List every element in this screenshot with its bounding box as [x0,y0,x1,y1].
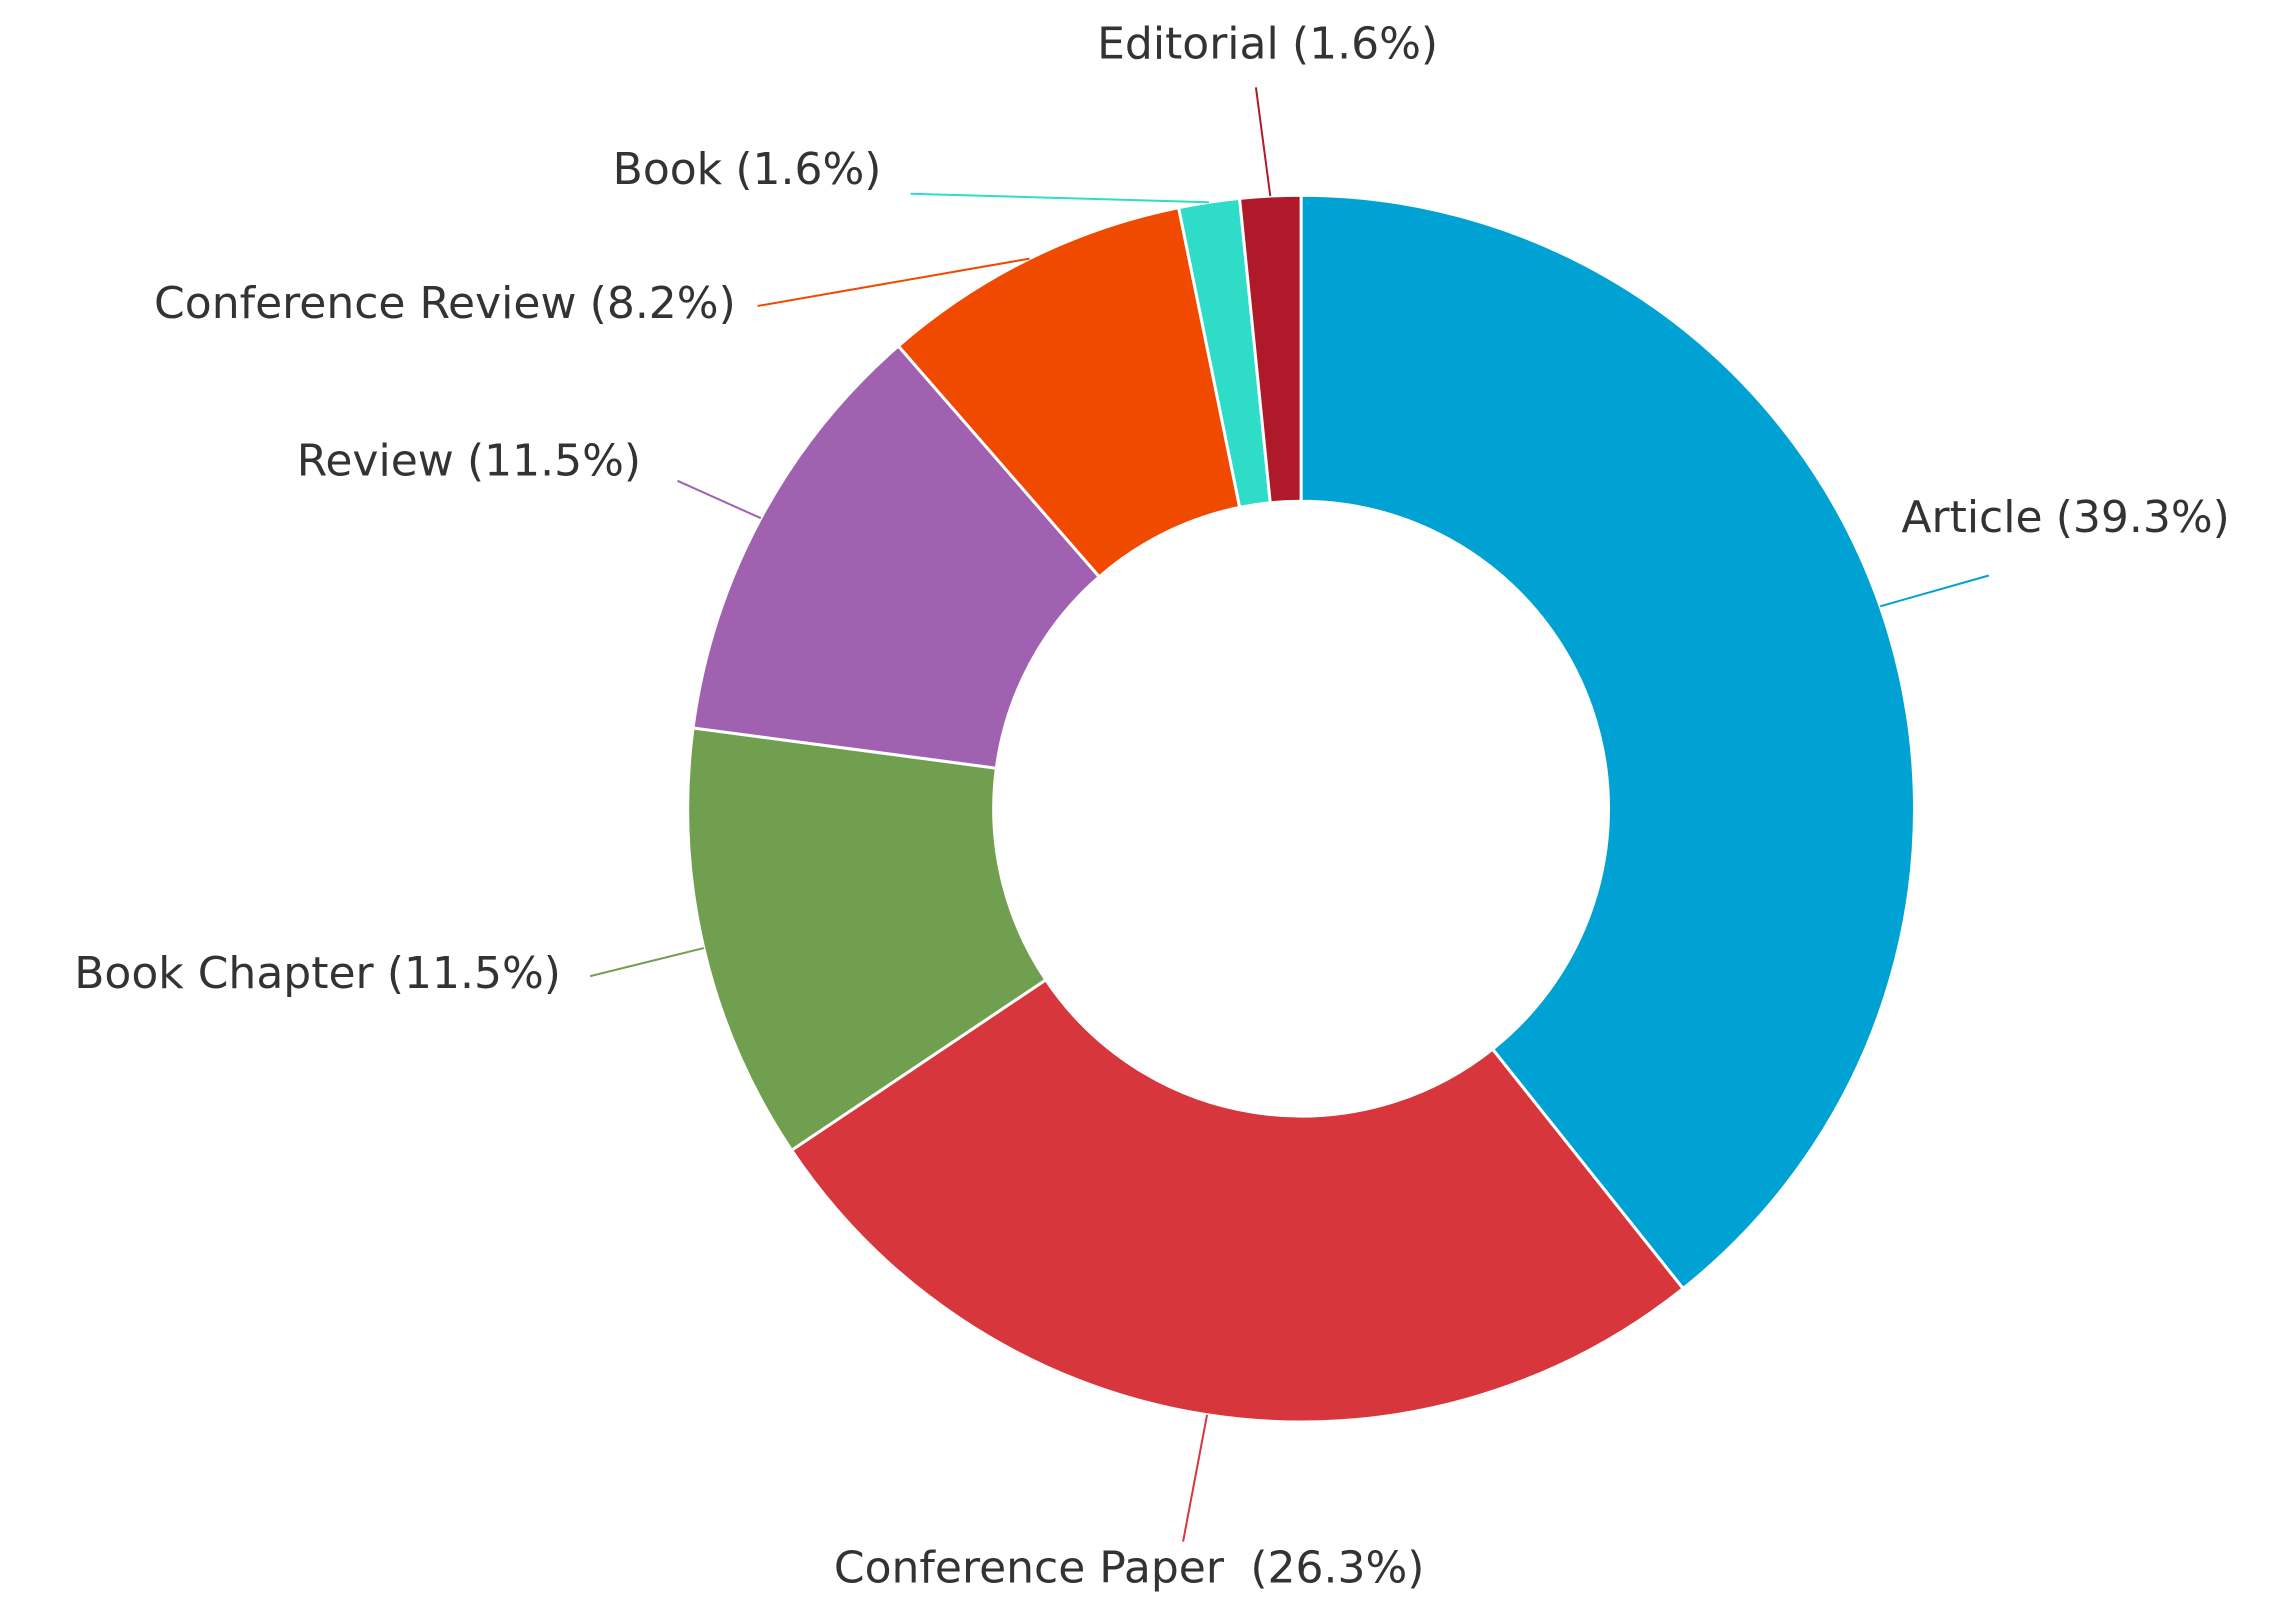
leader-line [589,947,705,978]
leader-line [1254,87,1272,197]
data-label: Conference Paper (26.3%) [834,1543,1425,1594]
donut-slice [1299,193,1916,1291]
data-label: Conference Review (8.2%) [154,278,736,329]
value-label: (1.6%) [735,144,881,195]
data-label: Book (1.6%) [613,144,882,195]
leader-line [910,192,1209,204]
donut-slice [686,726,1048,1153]
category-name: Book Chapter [74,948,374,999]
data-label: Review (11.5%) [297,435,641,486]
value-label: (11.5%) [387,948,561,999]
category-name: Review [297,435,454,486]
value-label: (11.5%) [467,435,641,486]
category-name: Editorial [1097,19,1279,70]
leader-line [1182,1414,1209,1542]
data-label: Editorial (1.6%) [1097,19,1438,70]
donut-slice [1237,193,1303,505]
category-name: Conference Review [154,278,576,329]
leader-line [1879,574,1990,608]
donut-slice [789,977,1686,1424]
data-label: Article (39.3%) [1901,492,2229,543]
category-name: Book [613,144,723,195]
value-label: (8.2%) [590,278,736,329]
leader-line [677,479,762,520]
data-label: Book Chapter (11.5%) [74,948,561,999]
value-label: (26.3%) [1250,1543,1424,1594]
category-name: Conference Paper [834,1543,1225,1594]
donut-slice [896,205,1242,579]
value-label: (1.6%) [1292,19,1438,70]
donut-slice [691,343,1102,770]
category-name: Article [1901,492,2042,543]
value-label: (39.3%) [2056,492,2230,543]
leader-line [757,257,1030,307]
